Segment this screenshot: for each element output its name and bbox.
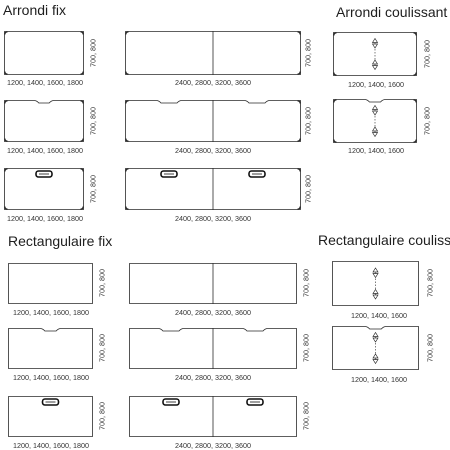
corner-radius-mark bbox=[80, 206, 84, 210]
corner-radius-mark bbox=[125, 138, 129, 142]
width-label: 1200, 1400, 1600, 1800 bbox=[7, 214, 83, 223]
corner-radius-mark bbox=[413, 72, 417, 76]
corner-radius-mark bbox=[333, 32, 337, 36]
corner-radius-mark bbox=[125, 31, 129, 35]
corner-radius-mark bbox=[4, 138, 8, 142]
section-title-arrondi-coulissant: Arrondi coulissant bbox=[336, 4, 448, 20]
corner-radius-mark bbox=[4, 168, 8, 172]
corner-radius-mark bbox=[413, 99, 417, 103]
width-label: 1200, 1400, 1600 bbox=[348, 146, 404, 155]
depth-label: 700, 800 bbox=[422, 40, 432, 68]
width-label: 1200, 1400, 1600, 1800 bbox=[13, 308, 89, 317]
desk-outline bbox=[333, 99, 417, 143]
depth-label: 700, 800 bbox=[88, 175, 98, 203]
corner-radius-mark bbox=[297, 168, 301, 172]
corner-radius-mark bbox=[297, 206, 301, 210]
corner-radius-mark bbox=[413, 32, 417, 36]
sliding-arrow-icon bbox=[371, 104, 379, 138]
table-diagram-rf-double-notch bbox=[129, 328, 297, 369]
width-label: 1200, 1400, 1600, 1800 bbox=[7, 146, 83, 155]
depth-label: 700, 800 bbox=[88, 39, 98, 67]
corner-radius-mark bbox=[80, 168, 84, 172]
table-diagram-af-single-plain bbox=[4, 31, 84, 75]
corner-radius-mark bbox=[297, 31, 301, 35]
depth-label: 700, 800 bbox=[301, 402, 311, 430]
corner-radius-mark bbox=[125, 168, 129, 172]
width-label: 1200, 1400, 1600, 1800 bbox=[7, 78, 83, 87]
corner-radius-mark bbox=[125, 206, 129, 210]
width-label: 1200, 1400, 1600 bbox=[351, 311, 407, 320]
section-title-rectangulaire-fix: Rectangulaire fix bbox=[8, 233, 113, 249]
corner-radius-mark bbox=[413, 139, 417, 143]
depth-label: 700, 800 bbox=[88, 107, 98, 135]
depth-label: 700, 800 bbox=[97, 334, 107, 362]
width-label: 2400, 2800, 3200, 3600 bbox=[175, 78, 251, 87]
corner-radius-mark bbox=[80, 138, 84, 142]
width-label: 1200, 1400, 1600 bbox=[348, 80, 404, 89]
table-diagram-af-single-grommet bbox=[4, 168, 84, 210]
corner-radius-mark bbox=[4, 71, 8, 75]
width-label: 2400, 2800, 3200, 3600 bbox=[175, 214, 251, 223]
corner-radius-mark bbox=[80, 100, 84, 104]
table-diagram-ac-slide-plain bbox=[333, 32, 417, 76]
corner-radius-mark bbox=[297, 71, 301, 75]
corner-radius-mark bbox=[80, 71, 84, 75]
sliding-arrow-icon bbox=[372, 331, 379, 365]
table-diagram-af-double-notch bbox=[125, 100, 301, 142]
section-title-rectangulaire-coulissant: Rectangulaire coulissant bbox=[318, 232, 450, 248]
corner-radius-mark bbox=[333, 99, 337, 103]
table-diagram-rc-slide-plain bbox=[332, 261, 419, 306]
depth-label: 700, 800 bbox=[303, 39, 313, 67]
desk-outline bbox=[4, 100, 84, 142]
desk-outline bbox=[8, 263, 93, 304]
sliding-arrow-icon bbox=[371, 37, 379, 71]
table-diagram-rf-single-grommet bbox=[8, 396, 93, 437]
table-diagram-af-double-plain bbox=[125, 31, 301, 75]
table-diagram-rf-double-grommet bbox=[129, 396, 297, 437]
corner-radius-mark bbox=[125, 71, 129, 75]
width-label: 1200, 1400, 1600, 1800 bbox=[13, 373, 89, 382]
desk-outline bbox=[4, 31, 84, 75]
corner-radius-mark bbox=[4, 206, 8, 210]
desk-outline bbox=[332, 261, 419, 306]
depth-label: 700, 800 bbox=[425, 269, 435, 297]
corner-radius-mark bbox=[4, 31, 8, 35]
corner-radius-mark bbox=[333, 72, 337, 76]
depth-label: 700, 800 bbox=[97, 402, 107, 430]
width-label: 1200, 1400, 1600, 1800 bbox=[13, 441, 89, 450]
depth-label: 700, 800 bbox=[425, 334, 435, 362]
sliding-arrow-icon bbox=[372, 267, 379, 300]
width-label: 2400, 2800, 3200, 3600 bbox=[175, 146, 251, 155]
desk-outline bbox=[8, 396, 93, 437]
depth-label: 700, 800 bbox=[97, 269, 107, 297]
width-label: 2400, 2800, 3200, 3600 bbox=[175, 373, 251, 382]
desk-outline bbox=[333, 32, 417, 76]
corner-radius-mark bbox=[125, 100, 129, 104]
desk-outline bbox=[4, 168, 84, 210]
depth-label: 700, 800 bbox=[301, 334, 311, 362]
corner-radius-mark bbox=[333, 139, 337, 143]
depth-label: 700, 800 bbox=[303, 107, 313, 135]
corner-radius-mark bbox=[4, 100, 8, 104]
table-diagram-rf-single-plain bbox=[8, 263, 93, 304]
depth-label: 700, 800 bbox=[303, 175, 313, 203]
depth-label: 700, 800 bbox=[422, 107, 432, 135]
table-diagram-af-double-grommet bbox=[125, 168, 301, 210]
table-diagram-ac-slide-notch bbox=[333, 99, 417, 143]
width-label: 2400, 2800, 3200, 3600 bbox=[175, 441, 251, 450]
section-title-arrondi-fix: Arrondi fix bbox=[3, 2, 67, 18]
desk-outline bbox=[332, 326, 419, 370]
corner-radius-mark bbox=[297, 138, 301, 142]
table-diagram-rc-slide-notch bbox=[332, 326, 419, 370]
width-label: 2400, 2800, 3200, 3600 bbox=[175, 308, 251, 317]
table-diagram-rf-double-plain bbox=[129, 263, 297, 304]
width-label: 1200, 1400, 1600 bbox=[351, 375, 407, 384]
table-diagram-af-single-notch bbox=[4, 100, 84, 142]
table-diagram-rf-single-notch bbox=[8, 328, 93, 369]
desk-outline bbox=[8, 328, 93, 369]
corner-radius-mark bbox=[80, 31, 84, 35]
corner-radius-mark bbox=[297, 100, 301, 104]
depth-label: 700, 800 bbox=[301, 269, 311, 297]
